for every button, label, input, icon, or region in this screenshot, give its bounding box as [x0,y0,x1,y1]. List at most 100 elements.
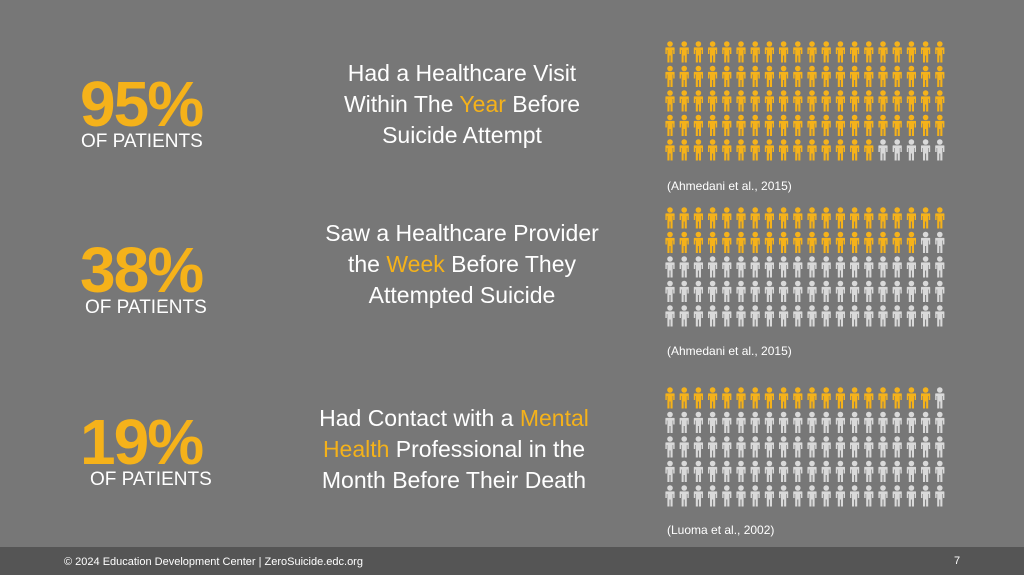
person-icon [935,460,945,482]
person-icon [935,139,945,161]
person-icon [708,231,718,253]
person-icon [821,90,831,112]
person-icon [906,41,916,63]
person-icon [722,305,732,327]
person-icon [850,436,860,458]
highlight-word: Health [322,436,390,462]
highlight-word: Mental [519,405,589,431]
people-grid [665,387,945,507]
person-icon [821,114,831,136]
person-icon [722,256,732,278]
description-line: Saw a Healthcare Provider [292,218,632,249]
person-icon [736,411,746,433]
highlight-word: Year [459,91,506,117]
person-icon [807,387,817,409]
person-icon [878,114,888,136]
person-icon [864,139,874,161]
person-icon [921,90,931,112]
person-icon [892,305,902,327]
stat-label: OF PATIENTS [85,297,207,318]
person-icon [821,280,831,302]
person-icon [864,305,874,327]
description-text: Month Before Their Death [321,467,587,493]
description-line: Suicide Attempt [292,120,632,151]
person-icon [750,436,760,458]
person-icon [906,411,916,433]
person-icon [779,90,789,112]
person-icon [679,231,689,253]
person-icon [708,387,718,409]
footer-copyright: © 2024 Education Development Center | Ze… [64,556,363,568]
person-icon [821,387,831,409]
person-icon [835,207,845,229]
person-icon [906,256,916,278]
person-icon [835,90,845,112]
person-icon [708,256,718,278]
people-grid [665,207,945,327]
description-line: Health Professional in the [284,434,624,465]
person-icon [821,460,831,482]
person-icon [722,460,732,482]
person-icon [665,256,675,278]
person-icon [878,231,888,253]
person-icon [850,485,860,507]
person-icon [679,305,689,327]
person-icon [906,207,916,229]
person-icon [665,114,675,136]
person-icon [835,114,845,136]
person-icon [921,41,931,63]
person-icon [807,256,817,278]
person-icon [850,280,860,302]
person-icon [807,280,817,302]
person-icon [864,280,874,302]
person-icon [779,139,789,161]
person-icon [693,256,703,278]
person-icon [878,65,888,87]
person-icon [665,485,675,507]
person-icon [736,280,746,302]
person-icon [821,411,831,433]
person-icon [779,485,789,507]
person-icon [779,114,789,136]
person-icon [935,411,945,433]
person-icon [906,280,916,302]
person-icon [764,460,774,482]
person-icon [779,436,789,458]
description-text: Saw a Healthcare Provider [325,220,599,246]
person-icon [821,41,831,63]
person-icon [679,280,689,302]
person-icon [807,114,817,136]
person-icon [835,460,845,482]
person-icon [722,387,732,409]
person-icon [906,436,916,458]
person-icon [693,41,703,63]
person-icon [679,387,689,409]
person-icon [892,90,902,112]
person-icon [736,460,746,482]
person-icon [679,114,689,136]
person-icon [779,207,789,229]
person-icon [906,90,916,112]
person-icon [864,411,874,433]
person-icon [708,280,718,302]
person-icon [935,231,945,253]
person-icon [793,207,803,229]
person-icon [708,305,718,327]
person-icon [821,207,831,229]
person-icon [821,256,831,278]
person-icon [750,41,760,63]
person-icon [835,411,845,433]
person-icon [935,305,945,327]
person-icon [693,65,703,87]
person-icon [779,256,789,278]
person-icon [679,485,689,507]
person-icon [750,139,760,161]
person-icon [878,411,888,433]
person-icon [693,114,703,136]
person-icon [722,485,732,507]
person-icon [807,65,817,87]
person-icon [764,256,774,278]
person-icon [821,436,831,458]
person-icon [864,90,874,112]
person-icon [764,485,774,507]
